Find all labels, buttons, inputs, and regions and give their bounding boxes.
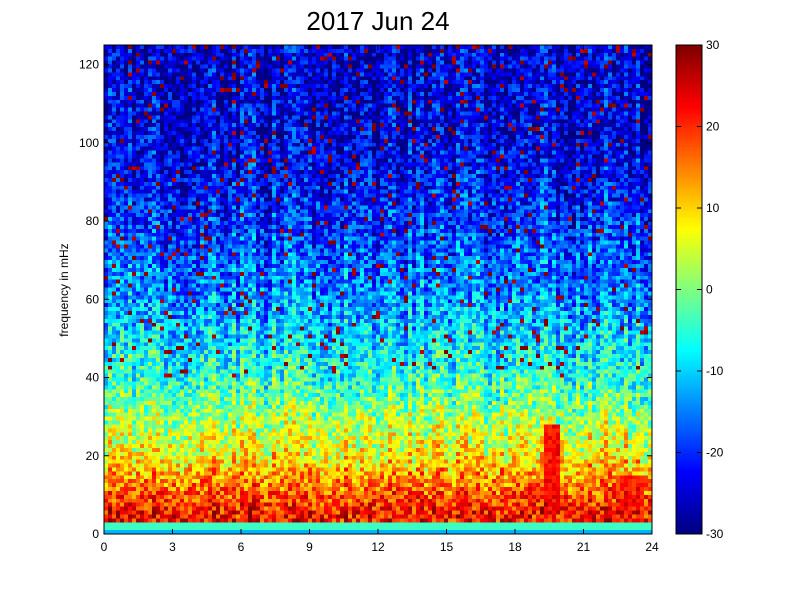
colorbar-tick-label: 30 (706, 38, 720, 52)
colorbar-tick-label: -30 (706, 527, 724, 541)
x-tick-label: 6 (238, 540, 245, 554)
y-tick-label: 80 (86, 214, 100, 228)
x-tick-label: 3 (169, 540, 176, 554)
x-tick-label: 0 (101, 540, 108, 554)
x-axis: 0 3 6 9 12 15 18 21 24 (101, 45, 659, 554)
plot-frame (103, 44, 653, 535)
y-axis-label: frequency in mHz (57, 243, 71, 336)
x-tick-label: 24 (645, 540, 659, 554)
y-axis: 0 20 40 60 80 100 120 (79, 58, 652, 541)
y-tick-label: 120 (79, 58, 99, 72)
colorbar-tick-label: -10 (706, 364, 724, 378)
x-tick-label: 21 (577, 540, 591, 554)
y-tick-label: 20 (86, 449, 100, 463)
spectrogram-heatmap (104, 45, 652, 534)
colorbar-tick-label: 20 (706, 120, 720, 134)
chart-title: 2017 Jun 24 (306, 6, 450, 36)
y-tick-label: 60 (86, 292, 100, 306)
x-tick-label: 12 (371, 540, 385, 554)
x-tick-label: 15 (440, 540, 454, 554)
y-tick-label: 40 (86, 371, 100, 385)
y-tick-label: 0 (92, 527, 99, 541)
colorbar-tick-label: 0 (706, 283, 713, 297)
y-tick-label: 100 (79, 136, 99, 150)
x-tick-label: 9 (306, 540, 313, 554)
x-tick-label: 18 (508, 540, 522, 554)
colorbar-tick-label: -20 (706, 446, 724, 460)
colorbar-axis: 30 20 10 0 -10 -20 -30 (676, 38, 724, 541)
colorbar-tick-label: 10 (706, 201, 720, 215)
